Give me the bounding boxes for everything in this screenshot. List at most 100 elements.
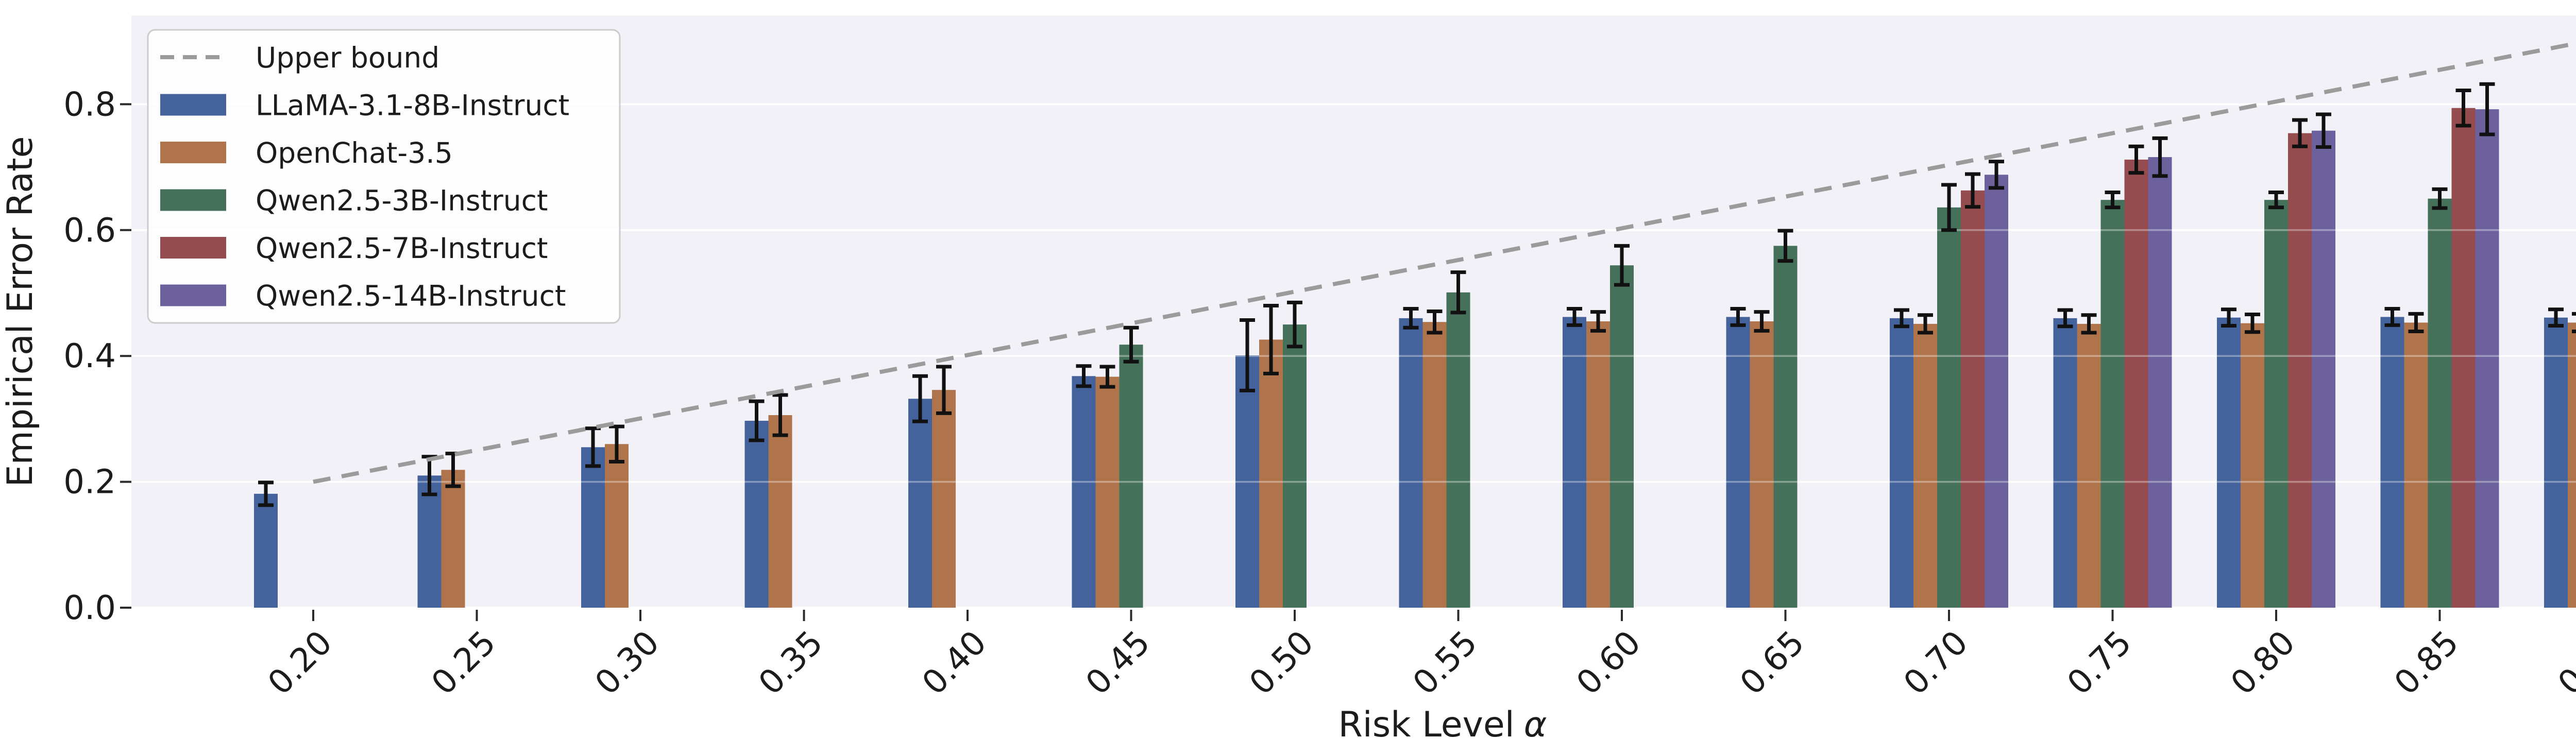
errorbar-Qwen2.5-14B-Instruct-0.80 xyxy=(2316,112,2331,149)
legend-swatch-Qwen2.5-14B-Instruct xyxy=(160,284,226,306)
legend-swatch-OpenChat-3.5 xyxy=(160,142,226,163)
upper-bound-line xyxy=(313,41,2576,484)
y-tick-label-0.2: 0.2 xyxy=(63,463,116,502)
x-tick-label-0.45: 0.45 xyxy=(1079,624,1158,702)
x-tick-label-0.75: 0.75 xyxy=(2060,624,2139,702)
errorbar-Qwen2.5-3B-Instruct-0.55 xyxy=(1450,270,1466,315)
errorbar-OpenChat-3.5-0.30 xyxy=(609,424,624,463)
y-tick-label-0.6: 0.6 xyxy=(63,212,116,250)
bar-LLaMA-3.1-8B-Instruct-0.35 xyxy=(744,421,769,608)
errorbar-Qwen2.5-7B-Instruct-0.80 xyxy=(2292,118,2308,148)
errorbar-OpenChat-3.5-0.50 xyxy=(1263,303,1279,375)
x-tick-label-0.85: 0.85 xyxy=(2387,624,2466,702)
x-tick-label-0.30: 0.30 xyxy=(588,624,667,702)
bar-Qwen2.5-7B-Instruct-0.70 xyxy=(1961,190,1985,608)
legend-label-Qwen2.5-3B-Instruct: Qwen2.5-3B-Instruct xyxy=(256,184,548,217)
bar-OpenChat-3.5-0.70 xyxy=(1913,323,1937,608)
errorbar-LLaMA-3.1-8B-Instruct-0.75 xyxy=(2057,308,2073,329)
bar-OpenChat-3.5-0.65 xyxy=(1750,321,1774,608)
bar-OpenChat-3.5-0.75 xyxy=(2077,323,2101,608)
bar-OpenChat-3.5-0.25 xyxy=(441,470,465,608)
bar-LLaMA-3.1-8B-Instruct-0.80 xyxy=(2217,317,2241,608)
errorbar-Qwen2.5-3B-Instruct-0.70 xyxy=(1941,183,1957,232)
errorbar-Qwen2.5-3B-Instruct-0.45 xyxy=(1123,325,1139,364)
bar-LLaMA-3.1-8B-Instruct-0.75 xyxy=(2053,318,2077,608)
legend-label-OpenChat-3.5: OpenChat-3.5 xyxy=(256,136,453,169)
bar-LLaMA-3.1-8B-Instruct-0.70 xyxy=(1890,318,1913,608)
bar-OpenChat-3.5-0.90 xyxy=(2568,322,2576,608)
x-tick-label-0.80: 0.80 xyxy=(2224,624,2302,702)
errorbar-Qwen2.5-7B-Instruct-0.75 xyxy=(2128,144,2144,175)
errorbar-Qwen2.5-3B-Instruct-0.80 xyxy=(2268,190,2284,210)
legend-label-Qwen2.5-14B-Instruct: Qwen2.5-14B-Instruct xyxy=(256,280,566,313)
errorbar-Qwen2.5-3B-Instruct-0.85 xyxy=(2432,187,2448,210)
bar-Qwen2.5-7B-Instruct-0.85 xyxy=(2451,108,2476,608)
bar-Qwen2.5-3B-Instruct-0.60 xyxy=(1610,265,1634,608)
bar-LLaMA-3.1-8B-Instruct-0.60 xyxy=(1563,317,1586,608)
bar-Qwen2.5-14B-Instruct-0.75 xyxy=(2148,157,2172,608)
errorbar-Qwen2.5-14B-Instruct-0.75 xyxy=(2152,136,2168,178)
errorbar-OpenChat-3.5-0.80 xyxy=(2245,313,2260,334)
errorbar-OpenChat-3.5-0.60 xyxy=(1590,310,1606,333)
x-tick-label-0.20: 0.20 xyxy=(261,624,340,702)
bar-OpenChat-3.5-0.35 xyxy=(768,415,792,608)
bar-Qwen2.5-14B-Instruct-0.80 xyxy=(2312,130,2335,608)
errorbar-Qwen2.5-3B-Instruct-0.75 xyxy=(2105,190,2121,210)
errorbar-Qwen2.5-14B-Instruct-0.85 xyxy=(2479,82,2495,136)
bar-Qwen2.5-3B-Instruct-0.65 xyxy=(1773,246,1798,608)
errorbar-OpenChat-3.5-0.85 xyxy=(2408,312,2424,334)
x-tick-label-0.60: 0.60 xyxy=(1569,624,1648,702)
legend-label-Qwen2.5-7B-Instruct: Qwen2.5-7B-Instruct xyxy=(256,232,548,265)
bar-LLaMA-3.1-8B-Instruct-0.20 xyxy=(254,493,278,608)
errorbar-LLaMA-3.1-8B-Instruct-0.45 xyxy=(1076,364,1092,388)
bar-OpenChat-3.5-0.30 xyxy=(605,444,629,608)
x-axis-label: Risk Level α xyxy=(1338,705,1547,745)
x-tick-label-0.25: 0.25 xyxy=(425,624,503,702)
errorbar-LLaMA-3.1-8B-Instruct-0.60 xyxy=(1567,307,1582,327)
y-tick-label-0.8: 0.8 xyxy=(63,85,116,124)
legend-box xyxy=(147,29,621,324)
x-tick-label-0.55: 0.55 xyxy=(1406,624,1485,702)
bar-Qwen2.5-3B-Instruct-0.85 xyxy=(2428,198,2452,608)
errorbar-LLaMA-3.1-8B-Instruct-0.80 xyxy=(2221,307,2236,328)
bar-OpenChat-3.5-0.50 xyxy=(1259,339,1283,608)
bar-Qwen2.5-3B-Instruct-0.80 xyxy=(2264,200,2288,608)
y-tick-label-0.4: 0.4 xyxy=(63,337,116,375)
bar-Qwen2.5-7B-Instruct-0.75 xyxy=(2124,159,2148,608)
legend-swatch-Qwen2.5-3B-Instruct xyxy=(160,189,226,211)
bar-OpenChat-3.5-0.40 xyxy=(932,390,956,608)
bar-OpenChat-3.5-0.55 xyxy=(1422,322,1447,608)
bar-LLaMA-3.1-8B-Instruct-0.85 xyxy=(2380,317,2404,608)
legend-swatch-LLaMA-3.1-8B-Instruct xyxy=(160,94,226,116)
errorbar-Qwen2.5-7B-Instruct-0.70 xyxy=(1965,172,1980,209)
bar-LLaMA-3.1-8B-Instruct-0.30 xyxy=(581,447,605,608)
bar-Qwen2.5-3B-Instruct-0.70 xyxy=(1937,207,1961,608)
legend-label-LLaMA-3.1-8B-Instruct: LLaMA-3.1-8B-Instruct xyxy=(256,89,569,122)
x-tick-label-0.50: 0.50 xyxy=(1242,624,1321,702)
x-tick-label-0.35: 0.35 xyxy=(752,624,831,702)
errorbar-OpenChat-3.5-0.65 xyxy=(1754,310,1770,333)
bar-LLaMA-3.1-8B-Instruct-0.25 xyxy=(417,475,442,608)
legend-swatch-Qwen2.5-7B-Instruct xyxy=(160,237,226,259)
errorbar-OpenChat-3.5-0.40 xyxy=(936,365,952,415)
bar-OpenChat-3.5-0.85 xyxy=(2404,322,2428,608)
y-tick-label-0.0: 0.0 xyxy=(63,589,116,627)
errorbar-OpenChat-3.5-0.70 xyxy=(1918,313,1933,335)
errorbar-LLaMA-3.1-8B-Instruct-0.70 xyxy=(1894,308,1909,329)
x-tick-label-0.70: 0.70 xyxy=(1896,624,1975,702)
x-tick-label-0.90: 0.90 xyxy=(2551,624,2576,702)
bar-Qwen2.5-7B-Instruct-0.80 xyxy=(2288,133,2312,608)
bar-Qwen2.5-3B-Instruct-0.75 xyxy=(2100,200,2125,608)
bar-LLaMA-3.1-8B-Instruct-0.45 xyxy=(1072,376,1096,608)
errorbar-LLaMA-3.1-8B-Instruct-0.40 xyxy=(912,374,928,423)
y-axis-label: Empirical Error Rate xyxy=(0,136,41,487)
bar-LLaMA-3.1-8B-Instruct-0.65 xyxy=(1726,317,1750,608)
bar-Qwen2.5-14B-Instruct-0.85 xyxy=(2475,109,2499,608)
errorbar-Qwen2.5-7B-Instruct-0.85 xyxy=(2455,89,2471,128)
bar-LLaMA-3.1-8B-Instruct-0.55 xyxy=(1399,318,1423,608)
errorbar-LLaMA-3.1-8B-Instruct-0.50 xyxy=(1240,318,1255,392)
errorbar-LLaMA-3.1-8B-Instruct-0.35 xyxy=(749,399,765,442)
bar-LLaMA-3.1-8B-Instruct-0.90 xyxy=(2544,317,2568,608)
legend: Upper bound LLaMA-3.1-8B-Instruct OpenChat… xyxy=(147,29,621,324)
